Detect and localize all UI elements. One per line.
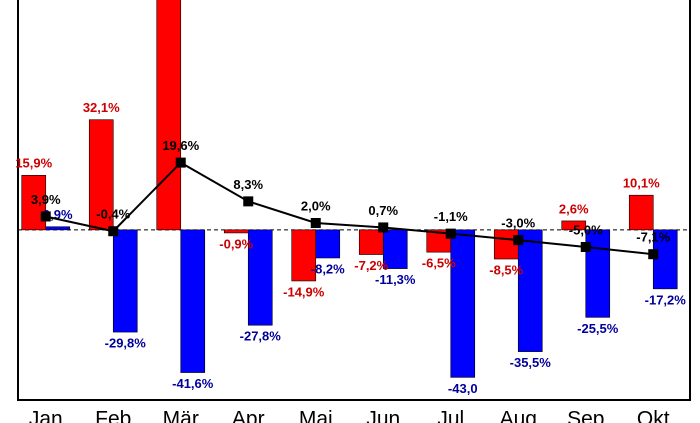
bar — [585, 229, 611, 318]
data-label: 10,1% — [623, 176, 660, 191]
data-label: 2,6% — [559, 201, 589, 216]
data-label: -3,0% — [501, 216, 535, 231]
data-label: 32,1% — [83, 100, 120, 115]
x-tick-label: Jul — [437, 408, 464, 423]
data-label: -1,1% — [434, 209, 468, 224]
marker — [513, 235, 524, 246]
plot-frame — [17, 0, 691, 401]
x-tick-label: Jun — [366, 408, 400, 423]
marker — [175, 157, 186, 168]
marker — [243, 196, 254, 207]
data-label: -5,0% — [569, 222, 603, 237]
x-tick-label: Apr — [232, 408, 265, 423]
x-tick-label: Jan — [29, 408, 63, 423]
data-label: -25,5% — [577, 321, 619, 336]
data-label: 15,9% — [15, 156, 52, 171]
x-tick-label: Feb — [95, 408, 131, 423]
overlay: 15,9% 32,1% -0,9% -14,9% -7,2% -6,5% -8,5% 2,6%… — [15, 100, 686, 396]
bar — [315, 229, 341, 259]
data-label: -6,5% — [422, 256, 456, 271]
data-label: -7,1% — [636, 230, 670, 245]
x-tick-label: Okt — [637, 408, 670, 423]
bar — [628, 194, 654, 231]
data-label: -8,5% — [489, 262, 523, 277]
data-label: -41,6% — [172, 376, 214, 391]
x-tick-label: Aug — [500, 408, 537, 423]
marker — [40, 211, 51, 222]
bar — [652, 229, 678, 290]
bar — [450, 229, 476, 378]
data-label: 3,9% — [31, 192, 61, 207]
data-label: -27,8% — [240, 329, 282, 344]
data-label: -17,2% — [645, 292, 687, 307]
data-label: -29,8% — [105, 336, 147, 351]
x-tick-label: Mär — [163, 408, 199, 423]
marker — [310, 217, 321, 228]
data-label: 8,3% — [233, 177, 263, 192]
bar — [517, 229, 543, 352]
data-label: -14,9% — [283, 284, 325, 299]
bar — [112, 229, 138, 333]
bar — [223, 229, 249, 234]
data-label: -0,4% — [96, 207, 130, 222]
data-label: -11,3% — [375, 272, 416, 287]
line — [45, 161, 654, 256]
data-label: -0,9% — [219, 236, 253, 251]
bar — [156, 0, 182, 231]
bar — [358, 229, 384, 255]
marker — [580, 241, 591, 252]
bar — [382, 229, 408, 269]
bar — [561, 220, 587, 231]
x-tick-label: Mai — [299, 408, 333, 423]
data-label: -7,2% — [354, 258, 388, 273]
bar — [45, 226, 71, 231]
data-label: 19,6% — [162, 138, 199, 153]
data-label: -43,0 — [448, 381, 478, 396]
marker — [445, 228, 456, 239]
x-tick-label: Sep — [567, 408, 604, 423]
marker — [378, 222, 389, 233]
data-label: 0,7% — [368, 203, 398, 218]
marker — [648, 249, 659, 260]
bar — [88, 119, 114, 231]
bar — [291, 229, 317, 282]
marker — [108, 226, 119, 237]
plot-area — [18, 0, 690, 378]
data-label: -8,2% — [311, 261, 345, 276]
bar — [180, 229, 206, 373]
data-label: -35,5% — [510, 355, 552, 370]
data-label: 2,0% — [301, 198, 331, 213]
bar — [247, 229, 273, 326]
